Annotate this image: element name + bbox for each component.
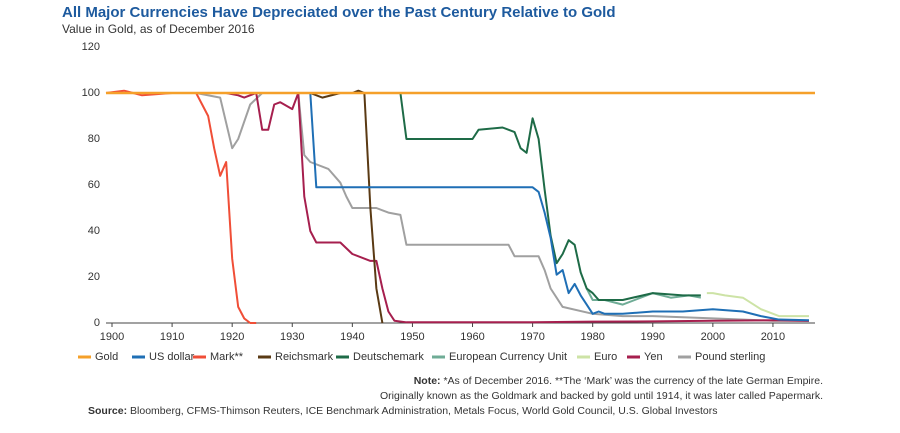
x-tick-label: 1970 bbox=[520, 331, 544, 343]
note-line: Originally known as the Goldmark and bac… bbox=[380, 390, 823, 402]
series-line bbox=[309, 89, 384, 324]
legend-label: Pound sterling bbox=[695, 351, 765, 363]
x-tick-label: 1990 bbox=[641, 331, 665, 343]
source-line: Source: Bloomberg, CFMS-Thimson Reuters,… bbox=[88, 405, 717, 417]
chart-subtitle: Value in Gold, as of December 2016 bbox=[62, 22, 255, 36]
legend-label: Gold bbox=[95, 351, 118, 363]
series-line bbox=[106, 92, 809, 322]
x-tick-label: 1920 bbox=[220, 331, 244, 343]
legend-label: Yen bbox=[644, 351, 663, 363]
series-line bbox=[399, 92, 701, 301]
x-tick-label: 1900 bbox=[100, 331, 124, 343]
x-tick-label: 2000 bbox=[701, 331, 725, 343]
y-tick-label: 0 bbox=[94, 317, 100, 329]
y-tick-label: 100 bbox=[82, 87, 100, 99]
note-text: *As of December 2016. **The ‘Mark’ was t… bbox=[443, 375, 823, 387]
chart-title: All Major Currencies Have Depreciated ov… bbox=[62, 4, 616, 21]
y-tick-label: 20 bbox=[88, 271, 100, 283]
x-tick-label: 1980 bbox=[580, 331, 604, 343]
x-tick-label: 1930 bbox=[280, 331, 304, 343]
y-tick-label: 60 bbox=[88, 179, 100, 191]
x-tick-label: 1940 bbox=[340, 331, 364, 343]
source-label: Source: bbox=[88, 405, 127, 417]
legend-label: Reichsmark bbox=[275, 351, 334, 363]
legend-label: US dollar bbox=[149, 351, 195, 363]
y-tick-label: 40 bbox=[88, 225, 100, 237]
series-line bbox=[706, 292, 809, 318]
series-line bbox=[106, 92, 810, 322]
y-tick-label: 120 bbox=[82, 41, 100, 53]
legend-label: Mark** bbox=[210, 351, 244, 363]
series-line bbox=[105, 89, 257, 324]
source-text: Bloomberg, CFMS-Thimson Reuters, ICE Ben… bbox=[130, 405, 717, 417]
legend-label: European Currency Unit bbox=[449, 351, 567, 363]
x-tick-label: 1950 bbox=[400, 331, 424, 343]
x-tick-label: 1910 bbox=[160, 331, 184, 343]
note-label: Note: bbox=[414, 375, 441, 387]
y-tick-label: 80 bbox=[88, 133, 100, 145]
legend-label: Deutschemark bbox=[353, 351, 424, 363]
series-line bbox=[585, 288, 702, 306]
legend-label: Euro bbox=[594, 351, 617, 363]
note-line: Note: *As of December 2016. **The ‘Mark’… bbox=[414, 375, 823, 387]
x-tick-label: 1960 bbox=[460, 331, 484, 343]
x-tick-label: 2010 bbox=[761, 331, 785, 343]
series-line bbox=[106, 92, 810, 324]
